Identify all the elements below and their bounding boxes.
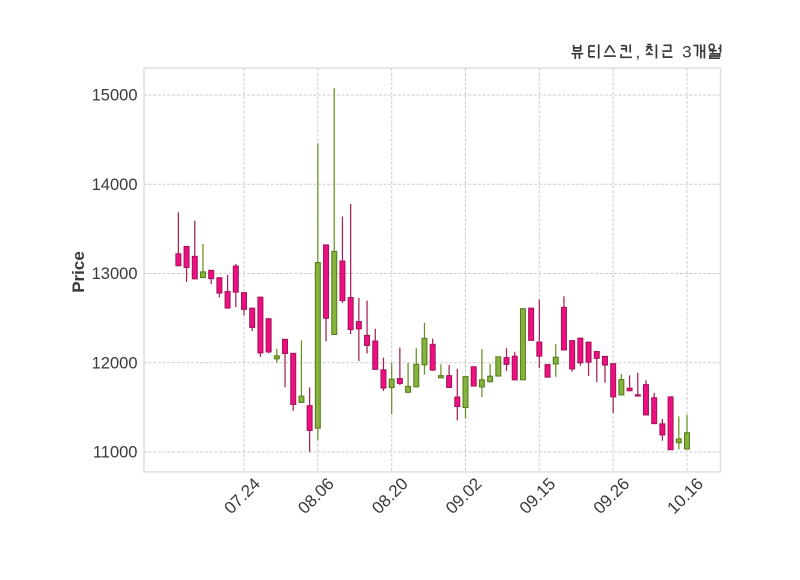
svg-text:Price: Price xyxy=(69,251,88,293)
svg-text:14000: 14000 xyxy=(92,176,138,194)
svg-text:3: 3 xyxy=(682,43,691,62)
svg-text:15000: 15000 xyxy=(92,87,138,105)
svg-text:,: , xyxy=(636,43,641,62)
svg-text:11000: 11000 xyxy=(93,444,138,462)
svg-text:12000: 12000 xyxy=(92,354,138,372)
svg-text:13000: 13000 xyxy=(92,265,138,283)
